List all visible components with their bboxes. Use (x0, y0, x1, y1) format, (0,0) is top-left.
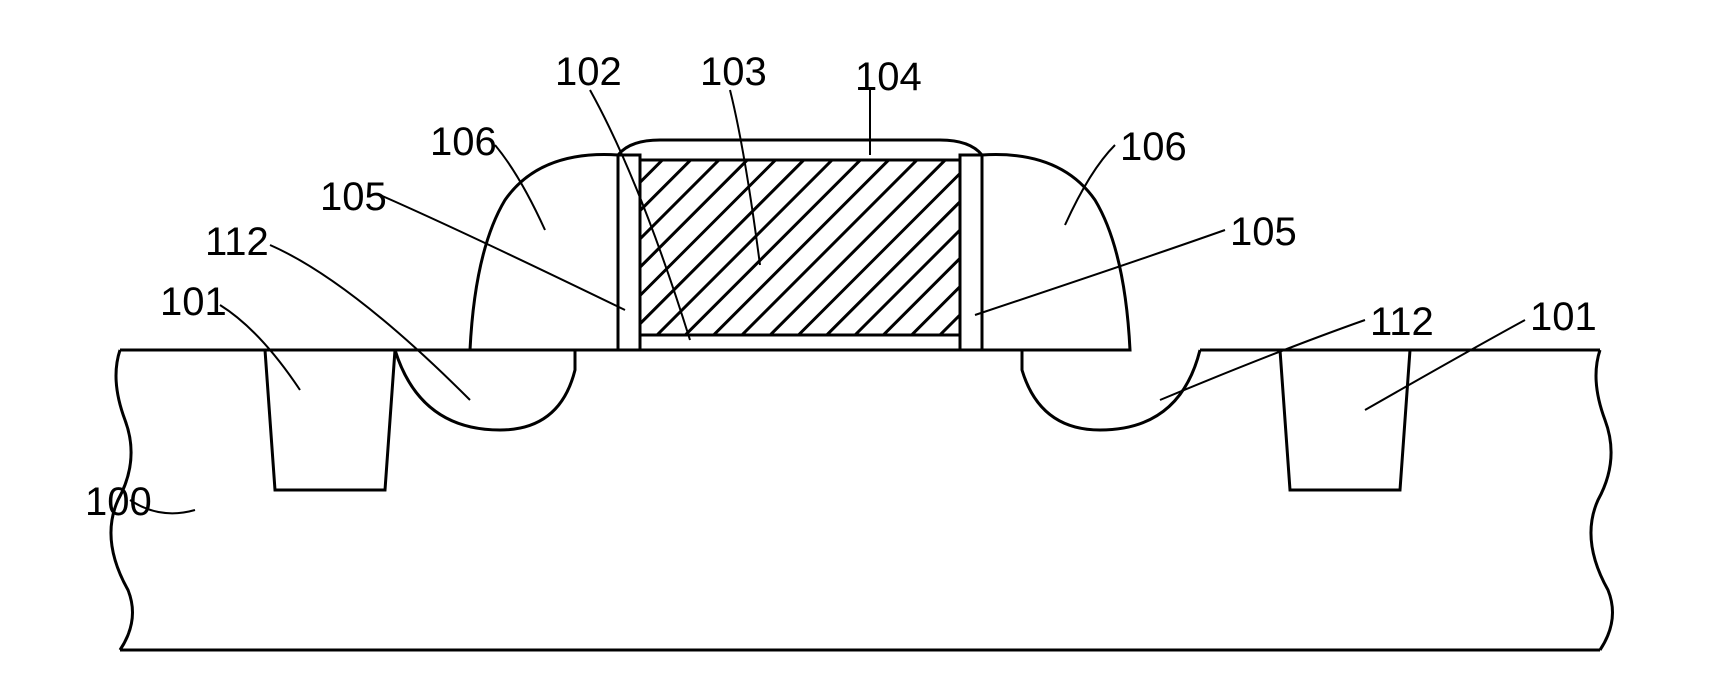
label-103: 103 (700, 50, 767, 95)
label-101-right: 101 (1530, 295, 1597, 340)
label-105-right: 105 (1230, 210, 1297, 255)
label-112-left: 112 (205, 220, 269, 265)
label-104: 104 (855, 55, 922, 100)
label-105-left: 105 (320, 175, 387, 220)
label-106-right: 106 (1120, 125, 1187, 170)
label-112-right: 112 (1370, 300, 1434, 345)
label-100: 100 (85, 480, 152, 525)
label-102: 102 (555, 50, 622, 95)
semiconductor-cross-section (0, 0, 1714, 680)
label-106-left: 106 (430, 120, 497, 165)
label-101-left: 101 (160, 280, 227, 325)
